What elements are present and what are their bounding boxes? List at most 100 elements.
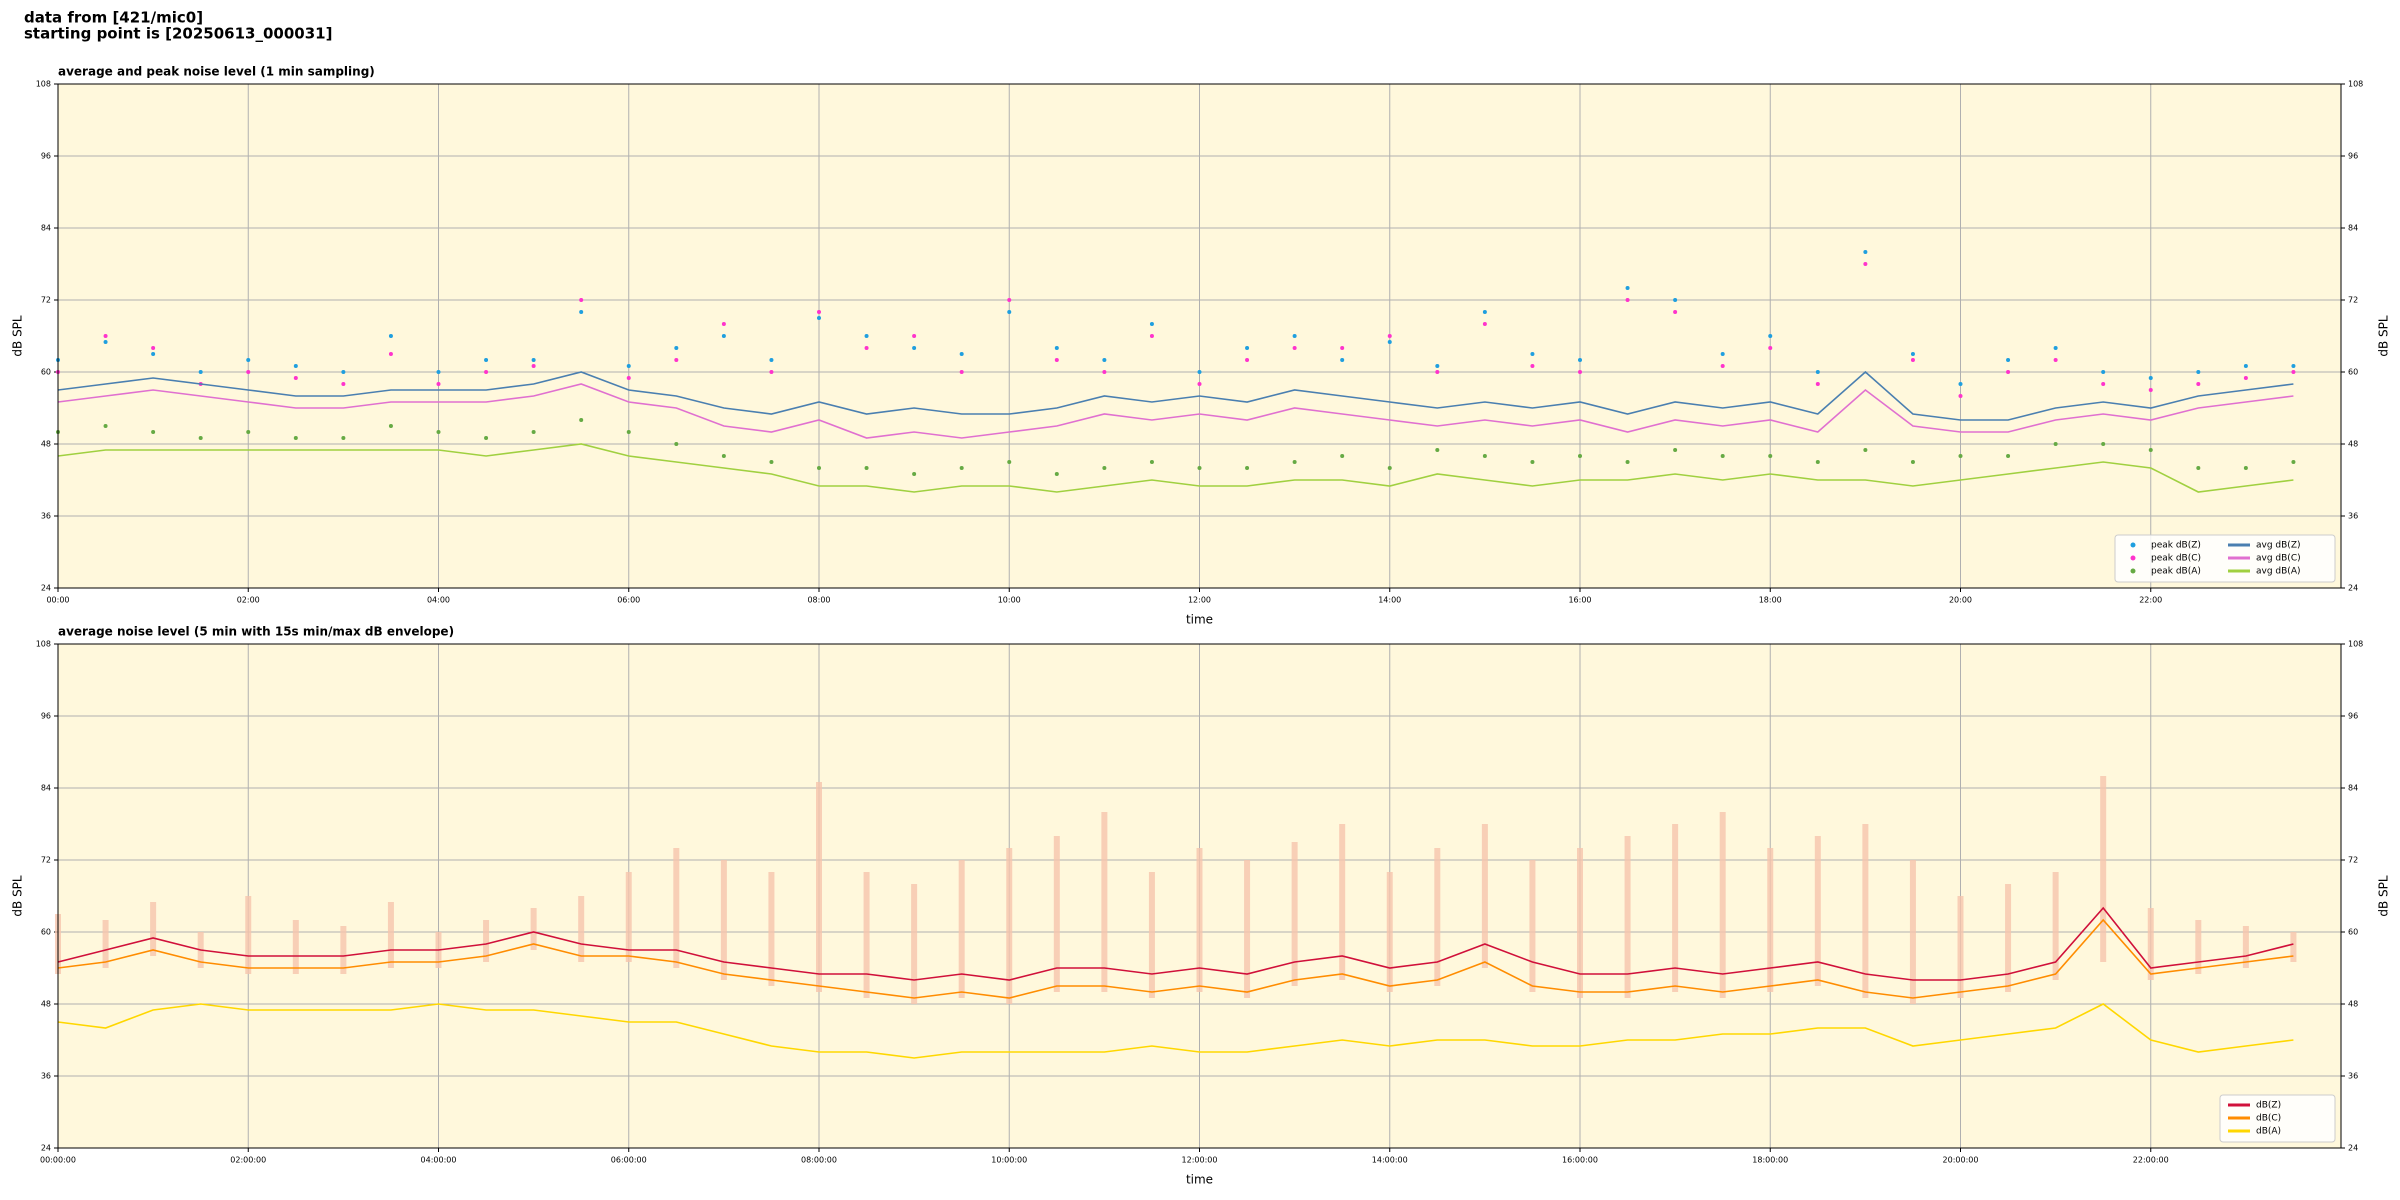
y2-tick-label: 96: [2348, 152, 2358, 161]
peak-point: [1387, 340, 1392, 344]
peak-point: [2006, 370, 2011, 374]
x-tick-label: 18:00:00: [1752, 1156, 1788, 1165]
x-axis-label: time: [1186, 613, 1213, 627]
peak-point: [1958, 454, 1963, 458]
peak-point: [1435, 364, 1440, 368]
legend-label: avg dB(Z): [2256, 541, 2301, 551]
peak-point: [2148, 448, 2153, 452]
peak-point: [1673, 448, 1678, 452]
x-tick-label: 02:00: [237, 596, 260, 605]
peak-point: [436, 382, 441, 386]
y-tick-label: 48: [41, 440, 51, 449]
y-tick-label: 72: [41, 296, 51, 305]
peak-point: [1292, 460, 1297, 464]
peak-point: [1720, 352, 1725, 356]
peak-point: [341, 382, 346, 386]
peak-point: [1673, 298, 1678, 302]
peak-point: [1054, 346, 1059, 350]
x-tick-label: 12:00:00: [1182, 1156, 1218, 1165]
y-tick-label: 24: [41, 584, 51, 593]
peak-point: [1768, 334, 1773, 338]
peak-point: [1482, 322, 1487, 326]
x-tick-label: 18:00: [1759, 596, 1782, 605]
y2-tick-label: 36: [2348, 512, 2358, 521]
peak-point: [674, 358, 679, 362]
peak-point: [1245, 358, 1250, 362]
x-tick-label: 14:00: [1378, 596, 1401, 605]
peak-point: [1054, 358, 1059, 362]
peak-point: [2006, 454, 2011, 458]
peak-point: [1768, 346, 1773, 350]
chart-title: average and peak noise level (1 min samp…: [58, 65, 375, 79]
peak-point: [2053, 346, 2058, 350]
peak-point: [2148, 388, 2153, 392]
y-axis-label: dB SPL: [11, 875, 25, 917]
peak-point: [769, 460, 774, 464]
peak-point: [1007, 298, 1012, 302]
x-tick-label: 14:00:00: [1372, 1156, 1408, 1165]
y-tick-label: 96: [41, 712, 51, 721]
y-axis-label: dB SPL: [11, 315, 25, 357]
x-tick-label: 06:00: [617, 596, 640, 605]
peak-point: [341, 436, 346, 440]
peak-point: [1197, 370, 1202, 374]
peak-point: [1482, 310, 1487, 314]
y2-tick-label: 24: [2348, 584, 2358, 593]
peak-point: [198, 370, 203, 374]
peak-point: [912, 346, 917, 350]
series-line: [57, 370, 2294, 421]
legend-label: dB(C): [2256, 1114, 2281, 1124]
peak-point: [531, 364, 536, 368]
peak-point: [2291, 370, 2296, 374]
peak-point: [769, 370, 774, 374]
y-tick-label: 24: [41, 1144, 51, 1153]
peak-point: [1530, 460, 1535, 464]
header-line: starting point is [20250613_000031]: [24, 25, 332, 43]
y-tick-label: 96: [41, 152, 51, 161]
peak-point: [151, 352, 156, 356]
peak-point: [2006, 358, 2011, 362]
peak-point: [1102, 370, 1107, 374]
peak-point: [769, 358, 774, 362]
y2-tick-label: 60: [2348, 928, 2358, 937]
peak-point: [1815, 382, 1820, 386]
peak-point: [341, 370, 346, 374]
peak-point: [1863, 250, 1868, 254]
peak-point: [1245, 466, 1250, 470]
legend-label: peak dB(A): [2151, 567, 2201, 577]
x-tick-label: 04:00:00: [421, 1156, 457, 1165]
x-tick-label: 16:00: [1568, 596, 1591, 605]
peak-point: [103, 424, 108, 428]
x-tick-label: 02:00:00: [230, 1156, 266, 1165]
peak-point: [2101, 370, 2106, 374]
peak-point: [293, 376, 298, 380]
peak-point: [864, 334, 869, 338]
legend-label: avg dB(C): [2256, 554, 2301, 564]
peak-point: [103, 340, 108, 344]
y2-tick-label: 108: [2348, 640, 2363, 649]
peak-point: [579, 298, 584, 302]
y2-axis-label: dB SPL: [2377, 875, 2391, 917]
peak-point: [1007, 310, 1012, 314]
peak-point: [388, 352, 393, 356]
peak-point: [1768, 454, 1773, 458]
y2-axis-label: dB SPL: [2377, 315, 2391, 357]
peak-point: [912, 472, 917, 476]
peak-point: [1720, 454, 1725, 458]
peak-point: [531, 358, 536, 362]
x-tick-label: 10:00: [998, 596, 1021, 605]
x-tick-label: 06:00:00: [611, 1156, 647, 1165]
peak-point: [2291, 460, 2296, 464]
peak-point: [246, 358, 251, 362]
peak-point: [864, 466, 869, 470]
y-tick-label: 60: [41, 368, 51, 377]
peak-point: [1910, 460, 1915, 464]
peak-point: [2291, 364, 2296, 368]
peak-point: [1149, 460, 1154, 464]
peak-point: [1578, 454, 1582, 458]
peak-point: [1340, 454, 1345, 458]
series-line: [57, 1003, 2294, 1059]
peak-point: [626, 364, 631, 368]
peak-point: [1578, 370, 1582, 374]
legend-marker: [2130, 555, 2136, 561]
